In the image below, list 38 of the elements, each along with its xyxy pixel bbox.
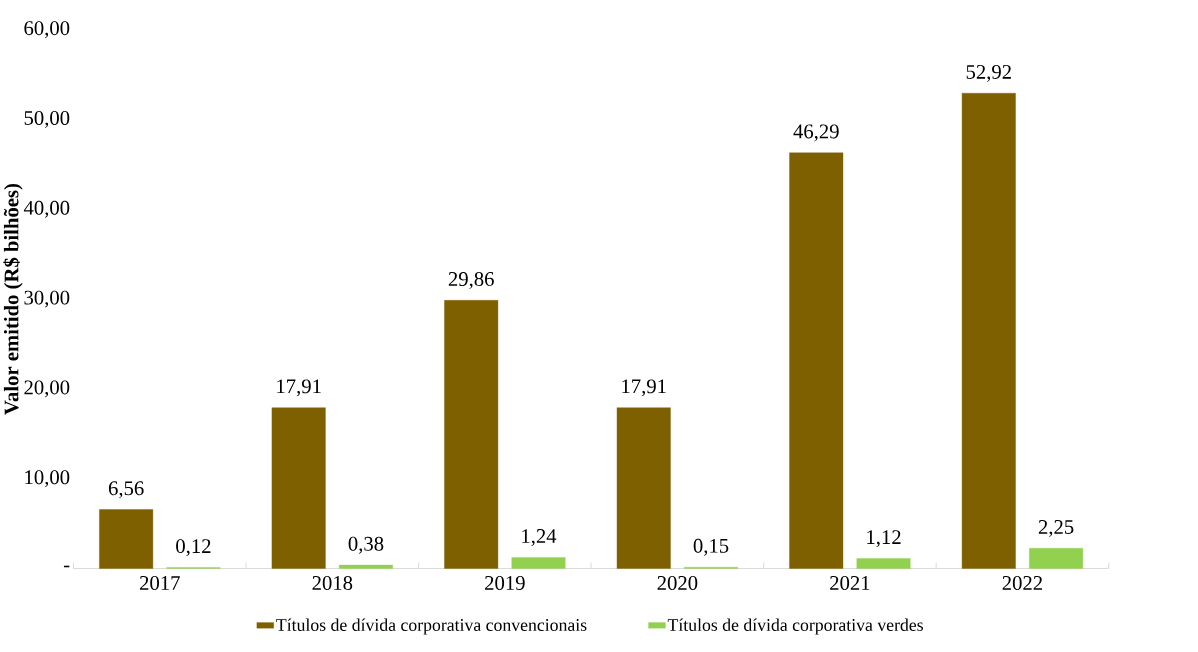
data-label: 46,29 <box>793 124 839 142</box>
bar <box>339 565 393 569</box>
y-tick-label: 60,00 <box>24 21 70 39</box>
data-label: 0,15 <box>693 539 729 556</box>
data-label: 17,91 <box>622 379 666 397</box>
bar <box>444 300 499 569</box>
data-label: 1,12 <box>867 530 901 548</box>
x-tick-label: 2022 <box>1002 576 1042 591</box>
bar <box>856 558 911 569</box>
x-tick-label: 2019 <box>485 576 525 591</box>
data-label: 17,91 <box>277 379 321 397</box>
legend-label: Títulos de dívida corporativa convencionais <box>276 618 587 635</box>
y-tick-label: 30,00 <box>24 290 70 308</box>
data-label: 2,25 <box>1038 520 1074 538</box>
data-label: 0,38 <box>348 537 384 554</box>
bar <box>1029 548 1084 569</box>
y-axis-title: Valor emitido (R$ bilhões) <box>3 184 23 416</box>
x-tick-label: 2021 <box>830 576 870 591</box>
data-label: 1,24 <box>522 529 557 547</box>
bar <box>789 152 844 569</box>
data-label: 0,12 <box>176 539 211 557</box>
bar <box>271 407 326 569</box>
data-label: 6,56 <box>108 481 144 499</box>
data-label: 52,92 <box>966 65 1011 83</box>
bar <box>961 93 1016 569</box>
y-tick-label: 40,00 <box>23 201 70 218</box>
y-tick-label: 20,00 <box>24 380 70 398</box>
bar <box>616 407 671 569</box>
x-tick-label: 2020 <box>657 576 698 591</box>
x-tick-label: 2018 <box>312 576 353 591</box>
bar <box>99 509 154 569</box>
legend-label: Títulos de dívida corporativa verdes <box>667 618 923 635</box>
y-tick-label: - <box>63 565 70 568</box>
y-tick-label: 50,00 <box>24 111 70 129</box>
bar <box>511 557 566 569</box>
y-tick-label: 10,00 <box>25 470 70 488</box>
x-tick-label: 2017 <box>140 576 180 591</box>
data-label: 29,86 <box>448 272 494 290</box>
